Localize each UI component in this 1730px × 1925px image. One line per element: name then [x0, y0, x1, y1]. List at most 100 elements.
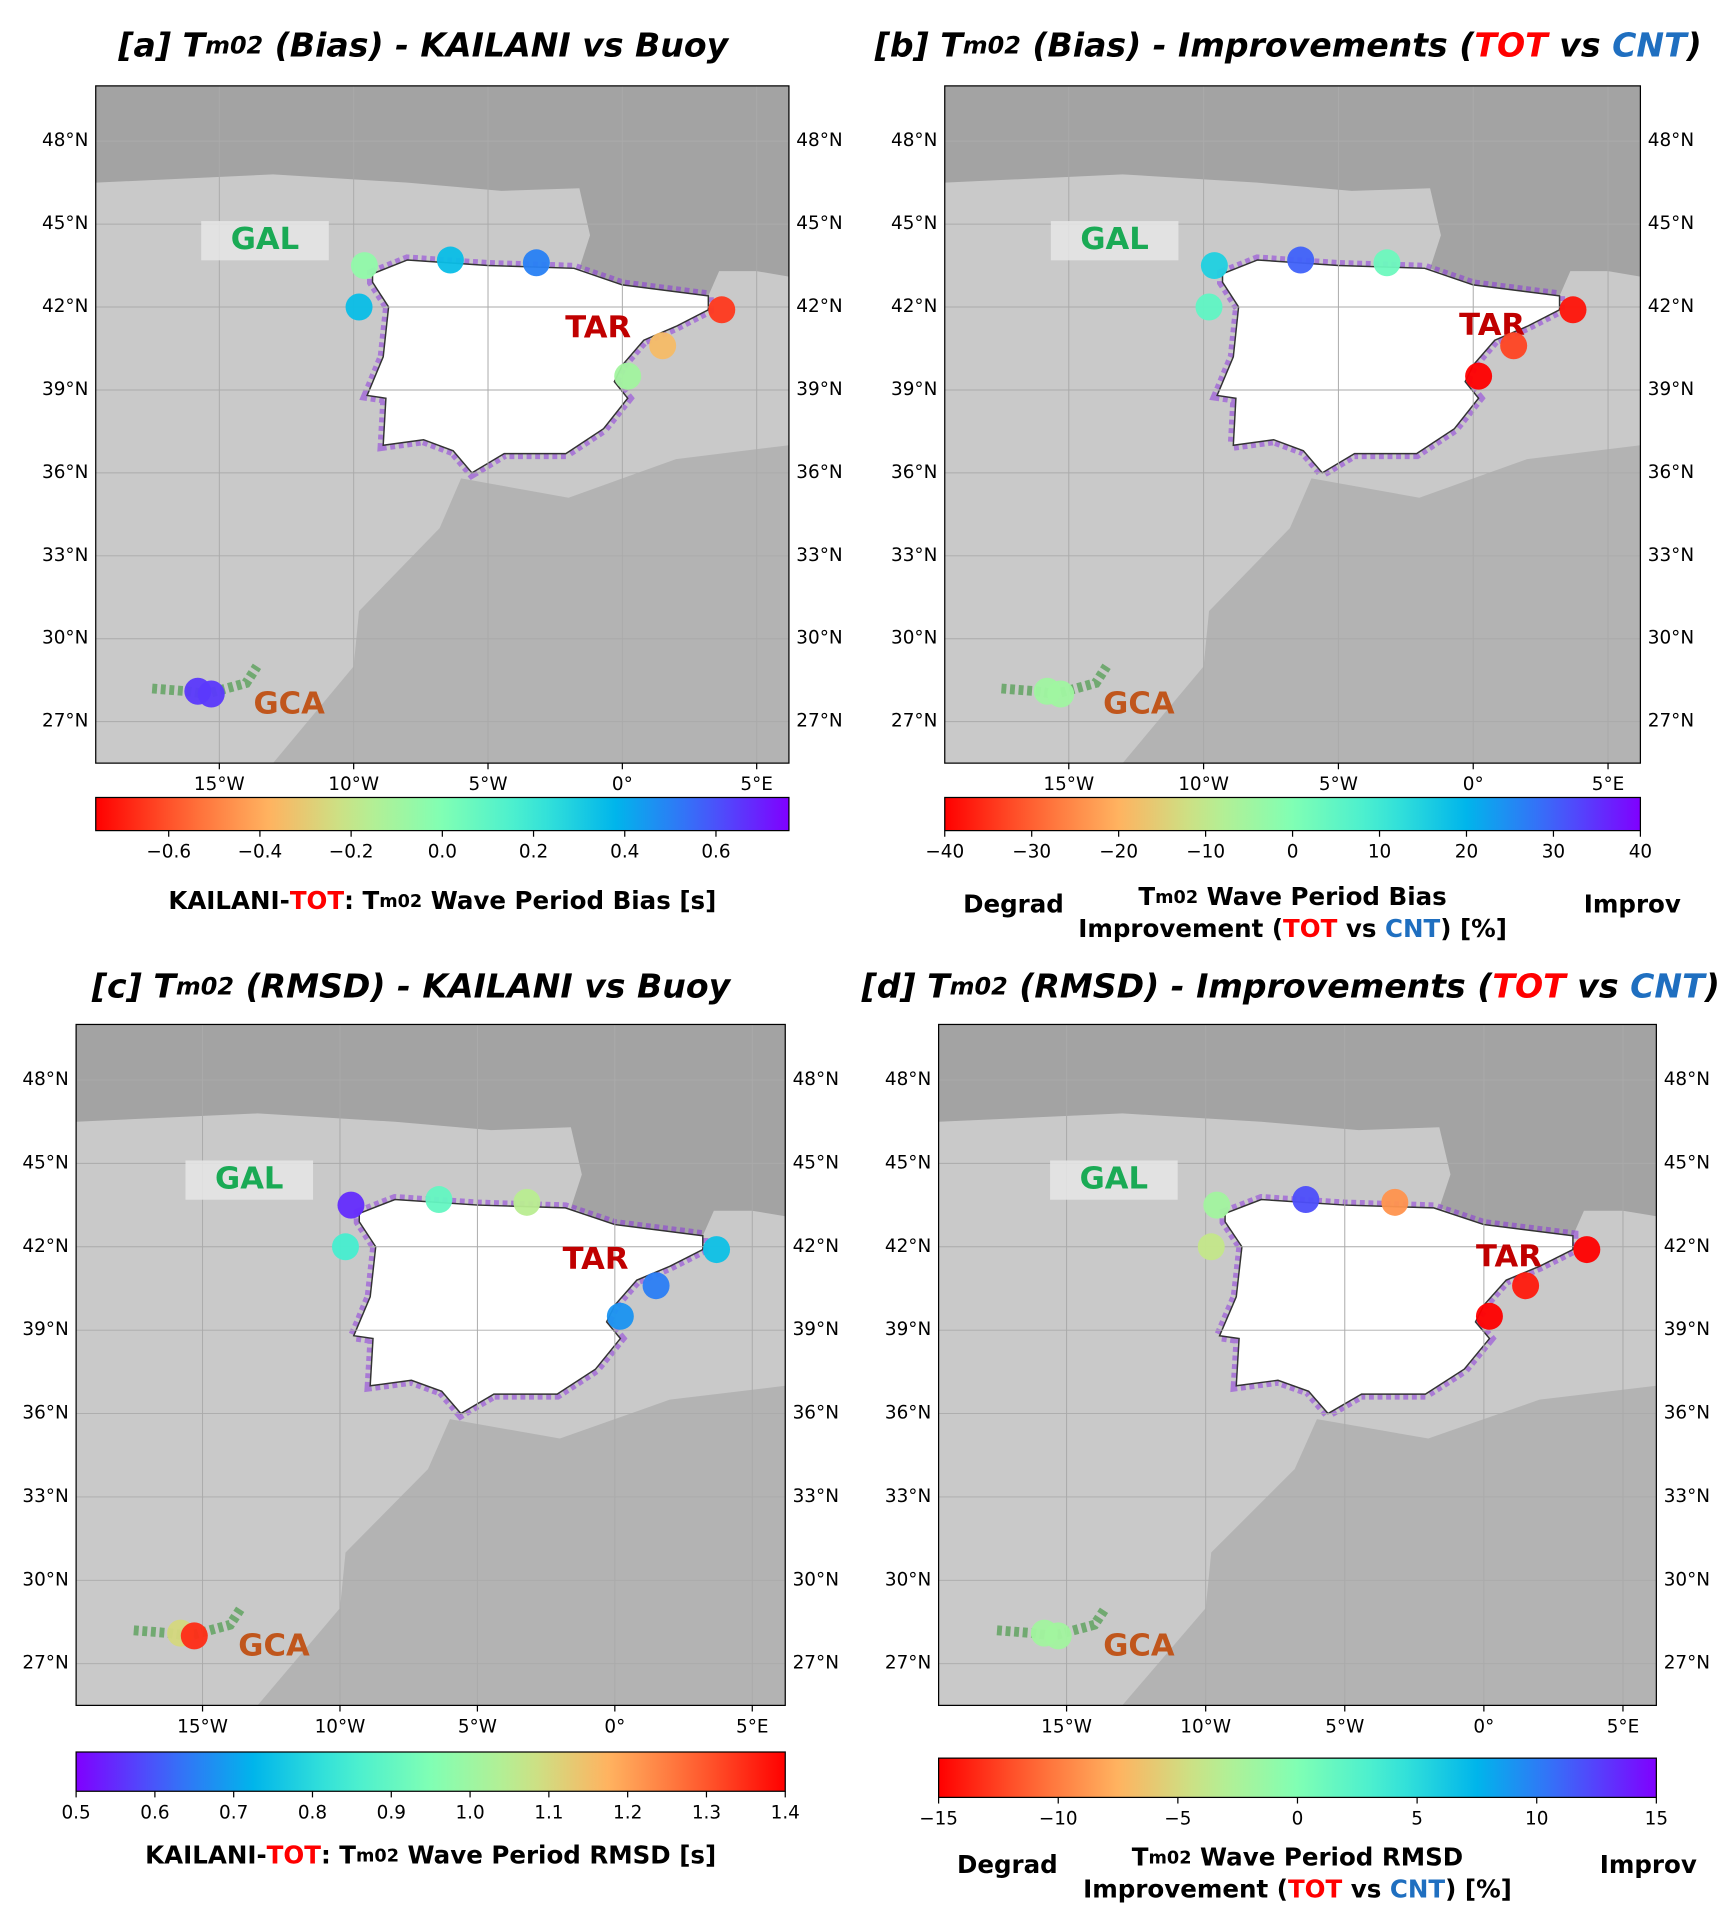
y-tick-label: 42°N	[885, 1236, 931, 1257]
text-part: TOT	[1288, 1875, 1343, 1904]
colorbar-tick-label: 0.6	[701, 842, 730, 863]
colorbar-tick-label: −40	[925, 842, 964, 863]
colorbar-tick-label: 0.5	[61, 1802, 90, 1823]
map-area	[76, 1024, 786, 1706]
colorbar-tick-label: 0.8	[298, 1802, 327, 1823]
y-tick-label: 33°N	[42, 545, 88, 566]
y-tick-label: 48°N	[891, 130, 937, 151]
y-tick-label-right: 45°N	[1648, 213, 1694, 234]
x-tick-label: 10°W	[315, 1716, 366, 1737]
land-north	[76, 1024, 786, 1236]
y-tick-label-right: 48°N	[1648, 130, 1694, 151]
text-part: m02	[950, 972, 1008, 1000]
y-tick-label: 36°N	[22, 1403, 68, 1424]
text-part: m02	[379, 892, 422, 912]
text-part: [c] T	[91, 966, 178, 1005]
map-frame	[944, 85, 1642, 764]
colorbar-tick-label: −0.4	[238, 842, 283, 863]
buoy-station	[425, 1186, 453, 1214]
colorbar-right-label: Improv	[1600, 1850, 1697, 1879]
colorbar-tick-label: 0.0	[428, 842, 457, 863]
text-part: CNT	[1390, 1875, 1446, 1904]
y-tick-label-right: 45°N	[796, 213, 842, 234]
y-tick-label: 27°N	[22, 1653, 68, 1674]
colorbar-label: Tm02 Wave Period Bias	[1138, 882, 1446, 911]
panel: [b] Tm02 (Bias) - Improvements (TOT vs C…	[874, 25, 1702, 943]
text-part: : T	[344, 886, 379, 915]
text-part: KAILANI-	[168, 886, 290, 915]
colorbar-tick-label: 1.3	[692, 1802, 721, 1823]
buoy-station	[606, 1302, 634, 1330]
text-part: : T	[321, 1840, 356, 1869]
text-part: )	[1704, 966, 1720, 1005]
x-tick-label: 15°W	[177, 1716, 228, 1737]
land-north	[938, 1024, 1657, 1236]
y-tick-label: 45°N	[42, 213, 88, 234]
colorbar-tick-label: 10	[1525, 1808, 1548, 1829]
text-part: vs	[1337, 914, 1385, 943]
region-box	[185, 1160, 314, 1200]
buoy-station	[1203, 1191, 1231, 1219]
land-south	[257, 1385, 786, 1706]
text-part: (Bias) - Improvements (	[1021, 25, 1475, 64]
x-tick-label: 5°E	[1607, 1716, 1640, 1737]
text-part: TOT	[1474, 25, 1550, 64]
buoy-station	[708, 296, 736, 324]
buoy-station	[197, 680, 225, 708]
colorbar	[938, 1757, 1657, 1799]
colorbar-label: Improvement (TOT vs CNT) [%]	[1078, 914, 1507, 943]
text-part: CNT	[1612, 25, 1689, 64]
y-tick-label-right: 42°N	[1648, 296, 1694, 317]
panel-title: [a] Tm02 (Bias) - KAILANI vs Buoy	[117, 25, 729, 64]
buoy-station	[1573, 1236, 1601, 1264]
y-tick-label: 30°N	[885, 1569, 931, 1590]
region-label: TAR	[1476, 1239, 1542, 1274]
y-tick-label-right: 27°N	[796, 711, 842, 732]
text-part: TOT	[267, 1840, 322, 1869]
text-part: (RMSD) - KAILANI vs Buoy	[234, 966, 732, 1005]
x-tick-label: 5°E	[736, 1716, 769, 1737]
map-frame	[938, 1023, 1657, 1706]
y-tick-label: 42°N	[891, 296, 937, 317]
y-tick-label: 42°N	[22, 1236, 68, 1257]
buoy-station	[436, 246, 464, 274]
y-tick-label: 45°N	[885, 1152, 931, 1173]
colorbar-tick-label: −10	[1186, 842, 1225, 863]
y-tick-label: 39°N	[22, 1319, 68, 1340]
y-tick-label-right: 30°N	[796, 628, 842, 649]
y-tick-label-right: 27°N	[1664, 1653, 1710, 1674]
buoy-station	[180, 1622, 208, 1650]
colorbar-tick-label: 5	[1411, 1808, 1423, 1829]
y-tick-label-right: 39°N	[1664, 1319, 1710, 1340]
colorbar-tick-label: 0.9	[377, 1802, 406, 1823]
x-tick-label: 0°	[1463, 774, 1484, 795]
y-tick-label: 36°N	[891, 462, 937, 483]
text-part: [b] T	[874, 25, 965, 64]
x-tick-label: 10°W	[1178, 774, 1229, 795]
y-tick-label: 48°N	[22, 1069, 68, 1090]
buoy-station	[1047, 680, 1075, 708]
colorbar-tick-label: −0.2	[329, 842, 374, 863]
colorbar-tick-label: 1.4	[771, 1802, 800, 1823]
region-label: GCA	[1103, 1629, 1175, 1664]
buoy-station	[1512, 1272, 1540, 1300]
buoy-station	[1200, 252, 1228, 280]
text-part: Wave Period RMSD [s]	[399, 1840, 716, 1869]
x-tick-label: 5°E	[1592, 774, 1625, 795]
x-tick-label: 10°W	[328, 774, 379, 795]
x-tick-label: 5°E	[740, 774, 773, 795]
y-tick-label-right: 45°N	[793, 1152, 839, 1173]
text-part: Wave Period Bias	[1198, 882, 1447, 911]
map-area	[944, 85, 1641, 764]
y-tick-label-right: 45°N	[1664, 1152, 1710, 1173]
buoy-station	[1559, 296, 1587, 324]
y-tick-label: 30°N	[42, 628, 88, 649]
y-tick-label-right: 36°N	[796, 462, 842, 483]
y-tick-label-right: 30°N	[1648, 628, 1694, 649]
buoy-station	[649, 332, 677, 360]
text-part: T	[1132, 1843, 1149, 1872]
colorbar-tick-label: 1.1	[534, 1802, 563, 1823]
buoy-station	[337, 1191, 365, 1219]
